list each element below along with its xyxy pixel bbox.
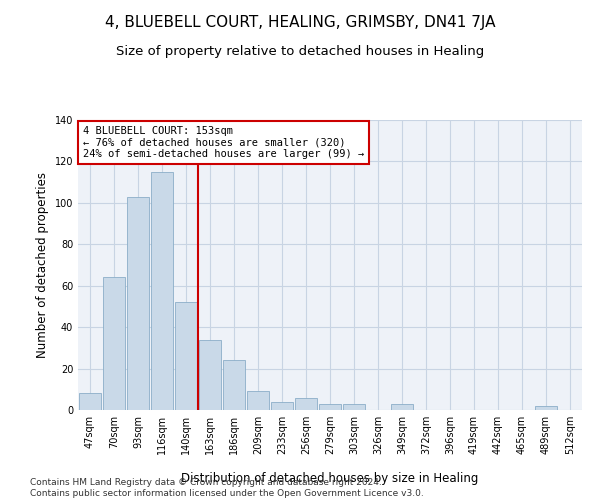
Text: Size of property relative to detached houses in Healing: Size of property relative to detached ho… <box>116 45 484 58</box>
Bar <box>103 278 125 410</box>
Bar <box>223 360 245 410</box>
Text: 4, BLUEBELL COURT, HEALING, GRIMSBY, DN41 7JA: 4, BLUEBELL COURT, HEALING, GRIMSBY, DN4… <box>105 15 495 30</box>
Bar <box>535 406 557 410</box>
Y-axis label: Number of detached properties: Number of detached properties <box>36 172 49 358</box>
Bar <box>319 404 341 410</box>
Bar <box>199 340 221 410</box>
Text: Distribution of detached houses by size in Healing: Distribution of detached houses by size … <box>181 472 479 485</box>
Bar <box>343 404 365 410</box>
Text: 4 BLUEBELL COURT: 153sqm
← 76% of detached houses are smaller (320)
24% of semi-: 4 BLUEBELL COURT: 153sqm ← 76% of detach… <box>83 126 364 159</box>
Text: Contains HM Land Registry data © Crown copyright and database right 2024.
Contai: Contains HM Land Registry data © Crown c… <box>30 478 424 498</box>
Bar <box>175 302 197 410</box>
Bar <box>127 196 149 410</box>
Bar <box>271 402 293 410</box>
Bar <box>79 394 101 410</box>
Bar <box>391 404 413 410</box>
Bar <box>151 172 173 410</box>
Bar <box>247 392 269 410</box>
Bar <box>295 398 317 410</box>
